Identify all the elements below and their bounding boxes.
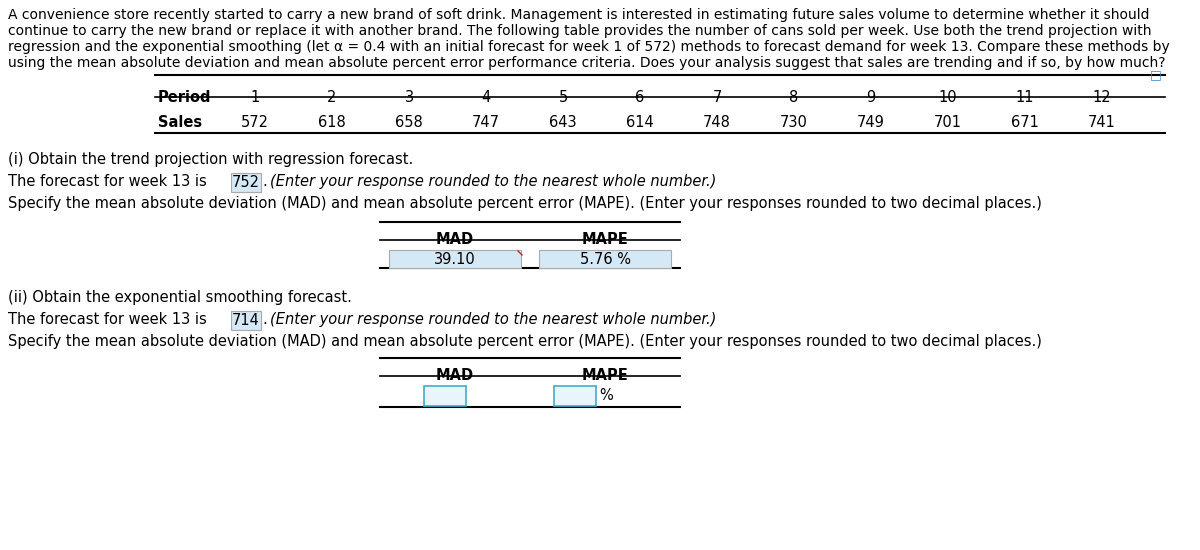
Text: 5.76 %: 5.76 % [580, 251, 630, 267]
Text: (ii) Obtain the exponential smoothing forecast.: (ii) Obtain the exponential smoothing fo… [8, 290, 352, 305]
Text: 714: 714 [232, 313, 260, 328]
Text: MAD: MAD [436, 232, 474, 247]
Text: .: . [263, 312, 272, 327]
FancyBboxPatch shape [230, 173, 262, 192]
Text: (i) Obtain the trend projection with regression forecast.: (i) Obtain the trend projection with reg… [8, 152, 413, 167]
Text: 8: 8 [790, 90, 799, 105]
Text: □: □ [1151, 68, 1162, 81]
Text: The forecast for week 13 is: The forecast for week 13 is [8, 312, 211, 327]
FancyBboxPatch shape [389, 250, 521, 268]
Text: 643: 643 [550, 115, 577, 130]
Text: 572: 572 [241, 115, 269, 130]
Text: Period: Period [158, 90, 211, 105]
Text: The forecast for week 13 is: The forecast for week 13 is [8, 174, 211, 189]
Text: 671: 671 [1012, 115, 1039, 130]
Text: 752: 752 [232, 175, 260, 190]
Text: MAPE: MAPE [582, 368, 629, 383]
Text: 749: 749 [857, 115, 884, 130]
Text: (Enter your response rounded to the nearest whole number.): (Enter your response rounded to the near… [270, 312, 716, 327]
Text: 9: 9 [866, 90, 876, 105]
Text: regression and the exponential smoothing (let α = 0.4 with an initial forecast f: regression and the exponential smoothing… [8, 40, 1170, 54]
Text: A convenience store recently started to carry a new brand of soft drink. Managem: A convenience store recently started to … [8, 8, 1150, 22]
Text: continue to carry the new brand or replace it with another brand. The following : continue to carry the new brand or repla… [8, 24, 1152, 38]
Text: 1: 1 [251, 90, 259, 105]
Text: 618: 618 [318, 115, 346, 130]
Text: Sales: Sales [158, 115, 202, 130]
Text: 701: 701 [934, 115, 962, 130]
Text: 11: 11 [1015, 90, 1034, 105]
Text: 5: 5 [558, 90, 568, 105]
FancyBboxPatch shape [424, 386, 466, 406]
Text: MAPE: MAPE [582, 232, 629, 247]
Text: (Enter your response rounded to the nearest whole number.): (Enter your response rounded to the near… [270, 174, 716, 189]
Text: Specify the mean absolute deviation (MAD) and mean absolute percent error (MAPE): Specify the mean absolute deviation (MAD… [8, 334, 1042, 349]
Text: 7: 7 [713, 90, 721, 105]
Text: 6: 6 [635, 90, 644, 105]
Text: 39.10: 39.10 [434, 251, 476, 267]
Text: 658: 658 [395, 115, 422, 130]
Text: 614: 614 [626, 115, 654, 130]
FancyBboxPatch shape [230, 311, 262, 330]
Text: %: % [599, 388, 613, 404]
Text: 730: 730 [780, 115, 808, 130]
Text: 748: 748 [703, 115, 731, 130]
Text: using the mean absolute deviation and mean absolute percent error performance cr: using the mean absolute deviation and me… [8, 56, 1165, 70]
Text: 3: 3 [404, 90, 414, 105]
Text: MAD: MAD [436, 368, 474, 383]
Text: 12: 12 [1093, 90, 1111, 105]
Text: .: . [263, 174, 272, 189]
Text: Specify the mean absolute deviation (MAD) and mean absolute percent error (MAPE): Specify the mean absolute deviation (MAD… [8, 196, 1042, 211]
Text: 741: 741 [1088, 115, 1116, 130]
Text: 747: 747 [472, 115, 500, 130]
FancyBboxPatch shape [554, 386, 596, 406]
Text: 10: 10 [938, 90, 958, 105]
Text: 2: 2 [328, 90, 337, 105]
FancyBboxPatch shape [539, 250, 671, 268]
Text: 4: 4 [481, 90, 491, 105]
